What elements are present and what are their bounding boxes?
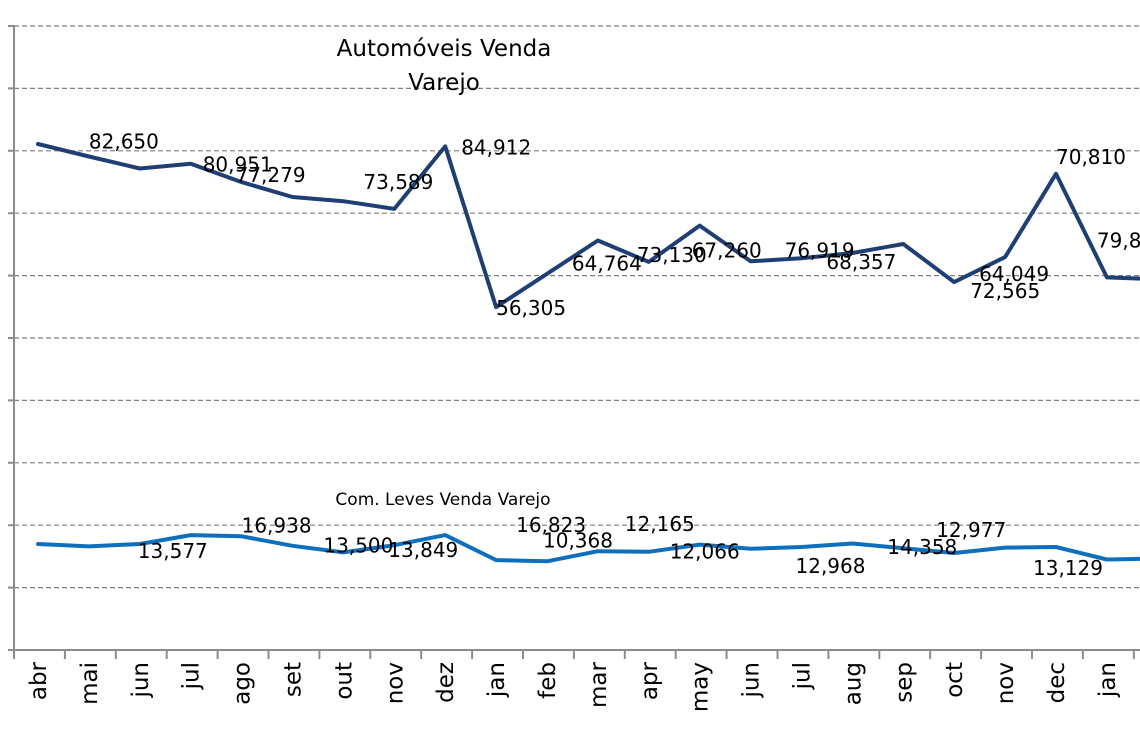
data-label: 64,764 [572, 251, 642, 275]
x-tick-label: ago [230, 662, 256, 705]
series-title-automoveis-line1: Automóveis Venda [337, 36, 552, 62]
x-tick-label: jan [484, 662, 510, 698]
x-tick-label: aug [840, 662, 866, 705]
series-titles: Automóveis Venda Varejo Com. Leves Venda… [335, 36, 551, 510]
data-label: 73,589 [363, 170, 433, 194]
data-label: 56,305 [496, 296, 566, 320]
data-label: 80,951 [203, 153, 273, 177]
series-title-com-leves: Com. Leves Venda Varejo [335, 490, 550, 510]
data-label: 12,977 [936, 518, 1006, 542]
data-label: 64,049 [979, 262, 1049, 286]
x-tick-label: mar [586, 661, 612, 707]
x-tick-label: nov [993, 662, 1019, 704]
data-label: 12,066 [670, 540, 740, 564]
data-label: 77,279 [236, 163, 306, 187]
x-tick-label: may [688, 662, 714, 712]
data-label: 10,368 [543, 528, 613, 552]
data-label: 73,130 [637, 243, 707, 267]
data-label: 13,129 [1033, 556, 1103, 580]
x-tick-label: abr [26, 661, 52, 700]
data-label: 72,565 [970, 279, 1040, 303]
data-label: 68,357 [826, 250, 896, 274]
x-tick-label: nov [382, 662, 408, 704]
x-tick-label: sep [891, 662, 917, 703]
data-label: 82,650 [89, 130, 159, 154]
data-label: 79,885 [1097, 228, 1140, 252]
data-label: 70,810 [1056, 145, 1126, 169]
data-label: 13,577 [138, 539, 208, 563]
x-tick-label: jun [128, 662, 154, 699]
data-label: 13,849 [388, 538, 458, 562]
series-lines [36, 142, 1140, 564]
x-tick-label: out [331, 662, 357, 700]
data-label: 67,260 [692, 239, 762, 263]
x-tick-label: apr [637, 661, 663, 700]
data-label: 12,165 [625, 512, 695, 536]
x-tick-label: oct [942, 662, 968, 698]
data-label: 14,358 [887, 535, 957, 559]
x-tick-label: feb [535, 662, 561, 699]
x-tick-label: set [281, 662, 307, 697]
data-label: 16,823 [516, 513, 586, 537]
data-label: 76,919 [785, 238, 855, 262]
x-tick-label: dez [433, 662, 459, 703]
axes [8, 25, 1140, 651]
x-tick-label: jul [179, 662, 205, 690]
x-tick-label: dec [1044, 662, 1070, 703]
gridlines [14, 25, 1140, 589]
x-tick-label: jun [739, 662, 765, 699]
data-label: 13,500 [323, 533, 393, 557]
data-label: 16,938 [242, 513, 312, 537]
data-label: 12,968 [796, 554, 866, 578]
x-tick-label: jan [1095, 662, 1121, 698]
series-line-automoveis [36, 142, 1140, 310]
x-axis-ticks: abr mai jun jul ago set out nov dez jan feb mar apr m… [13, 650, 1135, 712]
series-line-com-leves [36, 533, 1140, 564]
series-title-automoveis-line2: Varejo [408, 70, 480, 96]
x-tick-label: jul [790, 662, 816, 690]
x-tick-label: mai [77, 662, 103, 705]
data-label: 84,912 [461, 135, 531, 159]
